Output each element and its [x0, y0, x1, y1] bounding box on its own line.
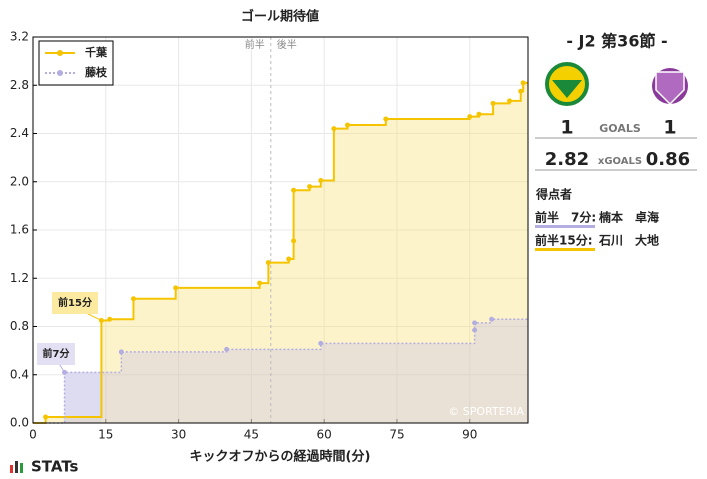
- point: [173, 285, 179, 291]
- legend-label: 藤枝: [85, 65, 108, 79]
- home-goals: 1: [560, 117, 573, 139]
- legend-marker: [57, 70, 63, 76]
- point: [130, 296, 136, 302]
- y-tick-label: 1.2: [10, 271, 29, 285]
- x-tick-label: 75: [389, 428, 404, 442]
- point: [344, 122, 350, 128]
- brand: STATs: [31, 458, 79, 476]
- point: [291, 238, 297, 244]
- chart-title: ゴール期待値: [241, 9, 319, 25]
- point: [318, 340, 324, 346]
- area: [33, 319, 528, 423]
- y-tick-label: 0.8: [10, 319, 29, 333]
- area: [33, 82, 528, 424]
- annotation-shade: [64, 372, 102, 423]
- y-tick-label: 2.0: [10, 174, 29, 188]
- scorer-underline: [535, 225, 595, 228]
- point: [472, 320, 478, 326]
- away-logo: [652, 68, 688, 106]
- y-tick-label: 0.4: [10, 367, 29, 381]
- y-tick-label: 0.0: [10, 416, 29, 430]
- scorer-time: 前半15分:: [535, 233, 593, 248]
- y-tick-label: 1.6: [10, 223, 29, 237]
- scorer-time: 前半 7分:: [535, 210, 596, 225]
- annotation: 前15分: [58, 296, 92, 309]
- point: [291, 187, 297, 193]
- point: [518, 88, 524, 94]
- x-tick-label: 0: [29, 428, 37, 442]
- annotation-box: [37, 343, 75, 365]
- point: [476, 111, 482, 117]
- home-logo: [545, 62, 589, 106]
- y-tick-label: 3.2: [10, 30, 29, 44]
- point: [489, 316, 495, 322]
- point: [383, 116, 389, 122]
- scorers-title: 得点者: [535, 187, 572, 202]
- home-xg: 2.82: [545, 149, 589, 170]
- step-line: [33, 318, 528, 424]
- y-tick-label: 2.4: [10, 126, 29, 140]
- scorer-name: 石川 大地: [598, 233, 659, 248]
- point: [286, 256, 292, 262]
- point: [118, 349, 124, 355]
- brand-logo: [10, 461, 23, 473]
- point: [257, 280, 263, 286]
- point: [107, 316, 113, 322]
- goals-label: GOALS: [599, 122, 641, 135]
- point: [318, 178, 324, 184]
- legend-label: 千葉: [85, 45, 108, 59]
- watermark: © SPORTERIA: [448, 405, 524, 418]
- y-tick-label: 2.8: [10, 78, 29, 92]
- legend-box: [38, 40, 114, 86]
- x-axis-label: キックオフからの経過時間(分): [190, 449, 371, 465]
- scorer-underline: [535, 248, 595, 251]
- x-tick-label: 60: [317, 428, 332, 442]
- point: [224, 346, 230, 352]
- away-xg: 0.86: [646, 149, 690, 170]
- point: [331, 126, 337, 132]
- point: [43, 414, 49, 420]
- x-tick-label: 30: [171, 428, 186, 442]
- x-tick-label: 90: [462, 428, 477, 442]
- point: [520, 80, 526, 86]
- halftime-label: 後半: [277, 38, 297, 51]
- xg-label: xGOALS: [598, 156, 642, 167]
- annotation-box: [52, 292, 98, 314]
- point: [507, 98, 513, 104]
- away-goals: 1: [663, 117, 676, 139]
- plot-frame: [32, 36, 529, 424]
- point: [307, 184, 313, 190]
- x-tick-label: 15: [98, 428, 113, 442]
- round: - J2 第36節 -: [566, 32, 667, 51]
- halftime-label: 前半: [245, 38, 265, 51]
- scorer-name: 楠本 卓海: [599, 210, 659, 225]
- x-tick-label: 45: [244, 428, 259, 442]
- point: [490, 100, 496, 106]
- point: [265, 260, 271, 266]
- point: [467, 114, 473, 120]
- legend-marker: [57, 50, 63, 56]
- annotation: 前7分: [43, 347, 70, 360]
- point: [472, 327, 478, 333]
